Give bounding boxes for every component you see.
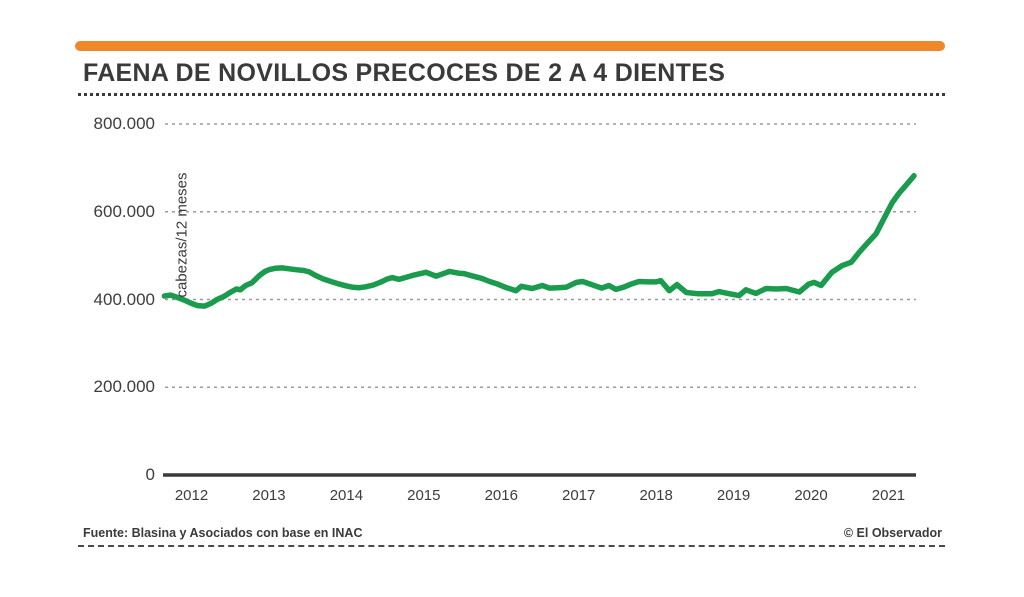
credit-note: © El Observador: [843, 526, 942, 540]
title-separator: [78, 93, 945, 96]
y-tick-label: 800.000: [93, 114, 155, 133]
x-tick-label: 2016: [484, 487, 518, 504]
source-note: Fuente: Blasina y Asociados con base en …: [83, 526, 363, 540]
page-title: FAENA DE NOVILLOS PRECOCES DE 2 A 4 DIEN…: [83, 59, 726, 87]
y-axis-label: cabezas/12 meses: [173, 172, 191, 298]
y-tick-label: 200.000: [93, 377, 155, 397]
x-tick-label: 2020: [794, 487, 828, 504]
x-tick-label: 2017: [562, 487, 596, 504]
x-tick-label: 2013: [252, 487, 286, 504]
x-tick-label: 2014: [329, 487, 364, 504]
x-tick-label: 2015: [407, 487, 441, 504]
x-tick-label: 2012: [174, 487, 209, 504]
y-tick-label: 600.000: [93, 201, 155, 221]
data-line: [161, 173, 917, 309]
x-tick-label: 2021: [871, 487, 906, 504]
y-tick-label: 400.000: [93, 289, 155, 309]
accent-bar: [75, 41, 945, 51]
footer-separator: [78, 545, 945, 547]
x-tick-label: 2018: [639, 487, 673, 504]
x-tick-label: 2019: [716, 487, 751, 504]
y-tick-label: 0: [145, 465, 155, 484]
